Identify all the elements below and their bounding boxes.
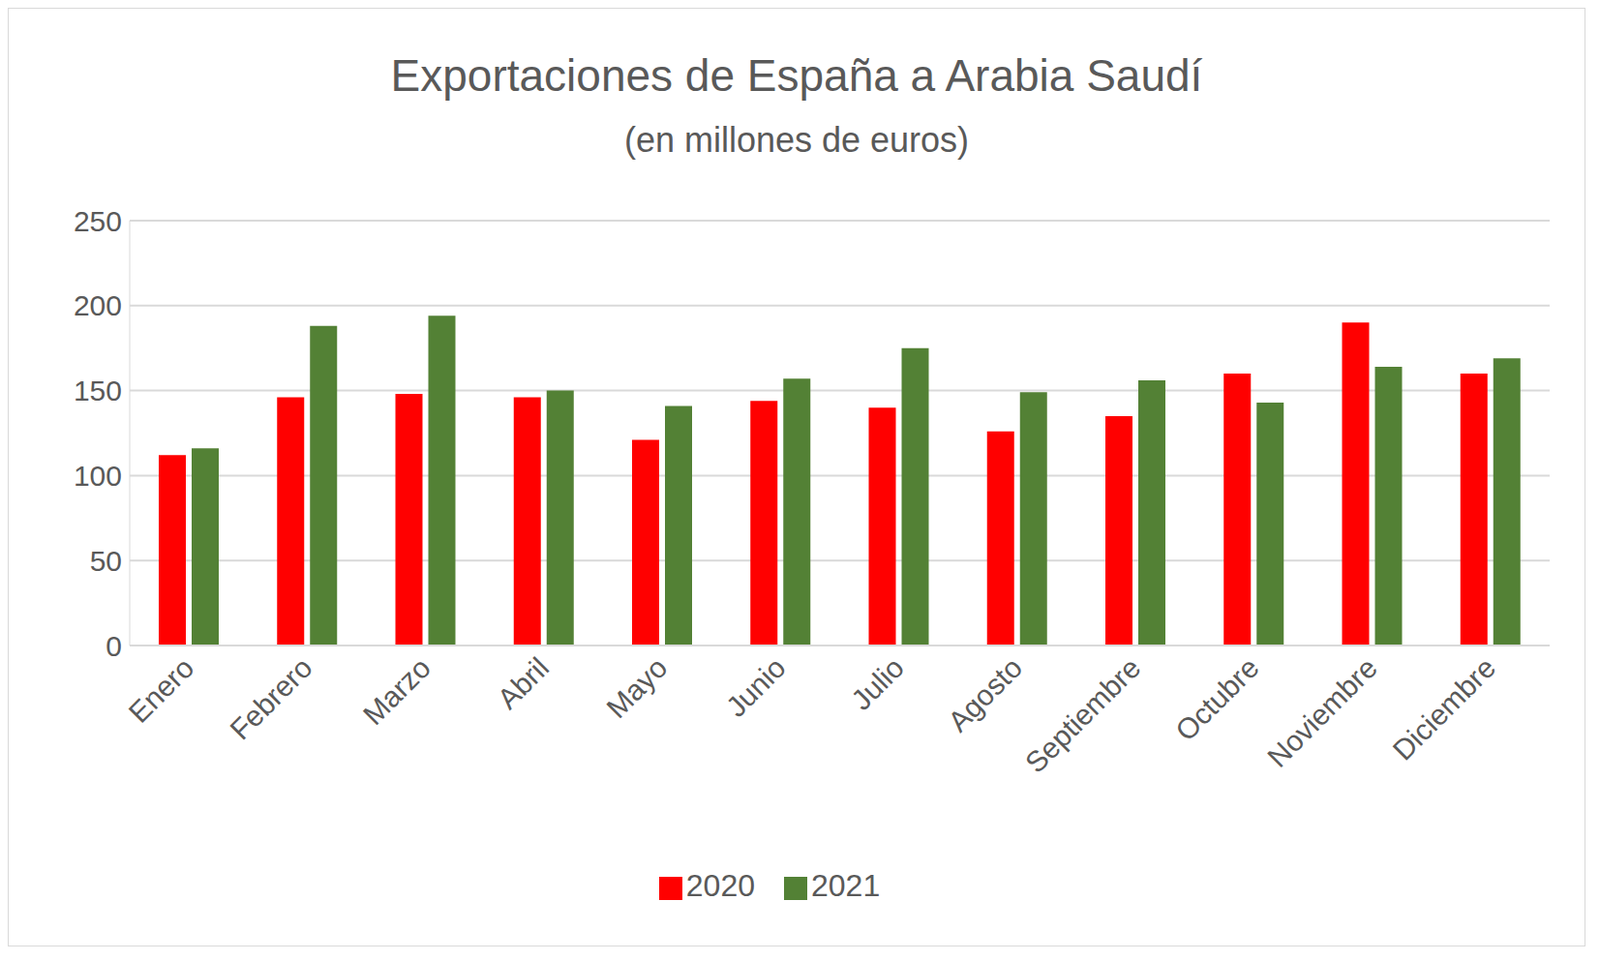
svg-text:150: 150 — [73, 374, 122, 407]
svg-text:Septiembre: Septiembre — [1019, 651, 1148, 780]
svg-text:250: 250 — [73, 205, 122, 238]
svg-text:Agosto: Agosto — [941, 651, 1028, 738]
html-text:2021: 2021 — [811, 868, 881, 904]
svg-text:Diciembre: Diciembre — [1386, 651, 1502, 767]
svg-text:0: 0 — [105, 630, 122, 663]
html-text:Exportaciones de España a Arab: Exportaciones de España a Arabia Saudí — [390, 50, 1203, 101]
svg-text:Junio: Junio — [720, 651, 792, 724]
svg-text:Marzo: Marzo — [357, 651, 437, 731]
svg-text:Octubre: Octubre — [1169, 651, 1266, 748]
svg-text:Enero: Enero — [121, 651, 200, 729]
svg-text:Julio: Julio — [845, 651, 910, 717]
svg-text:Mayo: Mayo — [600, 651, 673, 725]
svg-text:Noviembre: Noviembre — [1261, 651, 1384, 774]
svg-text:Abril: Abril — [490, 651, 555, 716]
html-text:2020: 2020 — [686, 868, 755, 904]
svg-text:50: 50 — [90, 544, 122, 577]
svg-text:100: 100 — [73, 459, 122, 492]
svg-text:200: 200 — [73, 289, 122, 322]
html-text:(en millones de euros): (en millones de euros) — [624, 120, 970, 160]
svg-text:Febrero: Febrero — [223, 651, 319, 747]
